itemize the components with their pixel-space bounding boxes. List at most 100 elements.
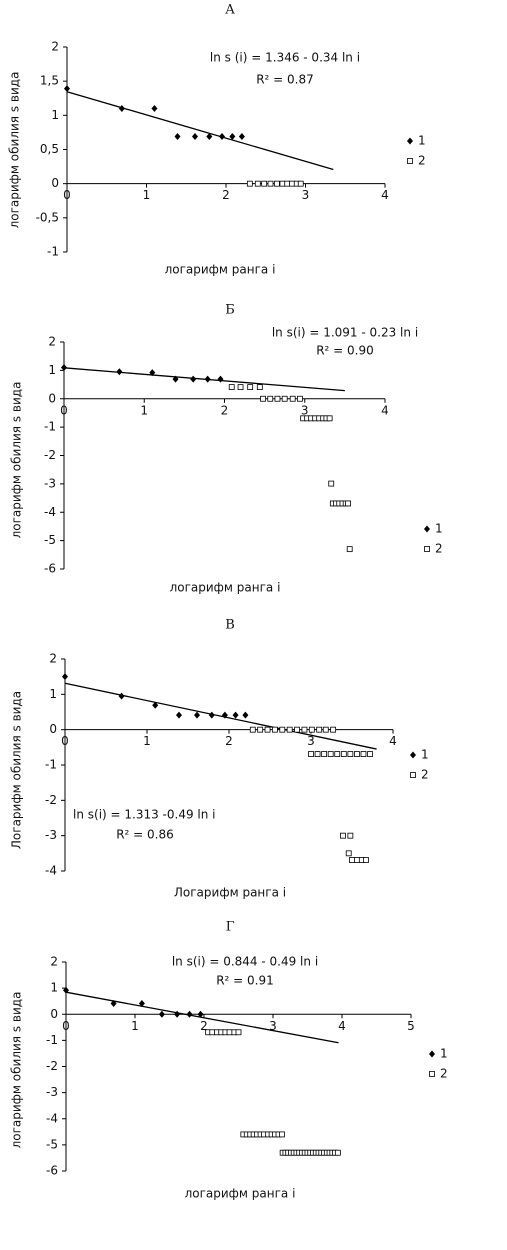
x-tick-label: 3	[302, 188, 310, 202]
point	[272, 726, 278, 733]
y-tick-label: -5	[44, 533, 56, 547]
point	[174, 133, 181, 141]
point	[349, 857, 355, 863]
point	[151, 105, 158, 112]
y-tick-label: 1	[51, 108, 59, 122]
x-tick-label: 4	[381, 188, 389, 202]
point	[345, 500, 351, 507]
y-tick-label: -3	[44, 476, 56, 490]
point	[297, 395, 303, 402]
legend-marker	[429, 1071, 435, 1077]
point	[327, 751, 334, 757]
point	[247, 384, 254, 391]
x-tick-label: 3	[307, 734, 315, 748]
y-tick-label: -5	[46, 1137, 58, 1151]
point	[256, 384, 263, 391]
equation: ln s(i) = 0.844 - 0.49 ln i	[172, 955, 318, 969]
y-tick-label: 0	[48, 391, 56, 405]
y-tick-label: -4	[44, 505, 56, 519]
x-axis-label: логарифм ранга i	[165, 263, 276, 277]
point	[242, 711, 249, 719]
legend-marker	[410, 772, 416, 778]
y-tick-label: -4	[45, 864, 57, 878]
y-tick-label: 0	[51, 176, 59, 190]
r-squared: R² = 0.86	[116, 828, 174, 842]
x-tick-label: 4	[381, 403, 389, 417]
trend-line	[63, 367, 345, 392]
y-tick-label: 1	[49, 687, 57, 701]
x-tick-label: 0	[63, 188, 71, 202]
point	[267, 395, 274, 402]
point	[360, 751, 367, 757]
point	[149, 369, 156, 377]
point	[152, 701, 159, 709]
point	[219, 133, 226, 141]
x-axis-label: логарифм ранга i	[185, 1187, 296, 1201]
point	[308, 751, 314, 757]
y-axis-label: Логарифм обилия s вида	[10, 691, 24, 849]
y-axis-label: логарифм обилия s вида	[8, 72, 22, 229]
point	[221, 711, 228, 719]
point	[286, 726, 293, 733]
y-tick-label: -1	[45, 758, 57, 772]
point	[254, 180, 261, 187]
y-tick-label: -1	[44, 420, 56, 434]
point	[257, 726, 264, 733]
y-tick-label: -6	[46, 1164, 58, 1178]
y-tick-label: 1	[50, 981, 58, 995]
point	[354, 751, 360, 757]
y-tick-label: -1	[47, 245, 59, 259]
legend-marker	[407, 137, 413, 145]
legend-marker	[424, 525, 430, 533]
point	[191, 133, 198, 141]
legend-marker	[407, 158, 413, 164]
point	[279, 726, 286, 733]
point	[232, 711, 239, 719]
point	[238, 133, 245, 141]
x-tick-label: 2	[225, 734, 233, 748]
point	[334, 1149, 341, 1156]
y-tick-label: -3	[46, 1085, 58, 1099]
point	[279, 180, 286, 187]
x-tick-label: 2	[221, 403, 229, 417]
x-tick-label: 4	[338, 1019, 346, 1033]
point	[237, 384, 244, 391]
legend-marker	[410, 751, 416, 759]
y-tick-label: 2	[49, 652, 57, 666]
legend-marker	[424, 546, 430, 552]
point	[194, 711, 201, 719]
point	[118, 692, 125, 700]
y-tick-label: 2	[50, 955, 58, 969]
y-tick-label: 0,5	[40, 142, 59, 156]
y-tick-label: 0	[50, 1007, 58, 1021]
y-tick-label: 1	[48, 363, 56, 377]
point	[328, 480, 335, 487]
point	[118, 105, 125, 112]
point	[267, 180, 274, 187]
point	[274, 395, 281, 402]
point	[301, 726, 308, 733]
point	[346, 546, 353, 553]
point	[260, 395, 266, 402]
point	[116, 368, 123, 376]
x-tick-label: 0	[60, 403, 68, 417]
point	[340, 832, 346, 839]
x-axis-label: логарифм ранга i	[170, 581, 281, 595]
chart-title: А	[225, 3, 235, 18]
point	[340, 751, 347, 757]
legend-label: 2	[421, 768, 429, 782]
chart-title: В	[225, 618, 235, 633]
y-tick-label: -2	[45, 793, 57, 807]
x-tick-label: 2	[200, 1019, 208, 1033]
point	[281, 395, 288, 402]
trend-line	[64, 682, 377, 750]
point	[322, 726, 329, 733]
point	[206, 133, 213, 141]
point	[208, 711, 215, 719]
point	[186, 1010, 193, 1018]
r-squared: R² = 0.87	[256, 73, 314, 87]
point	[330, 726, 337, 733]
y-axis-label: логарифм обилия s вида	[10, 382, 24, 539]
point	[284, 180, 291, 187]
y-tick-label: 2	[48, 335, 56, 349]
